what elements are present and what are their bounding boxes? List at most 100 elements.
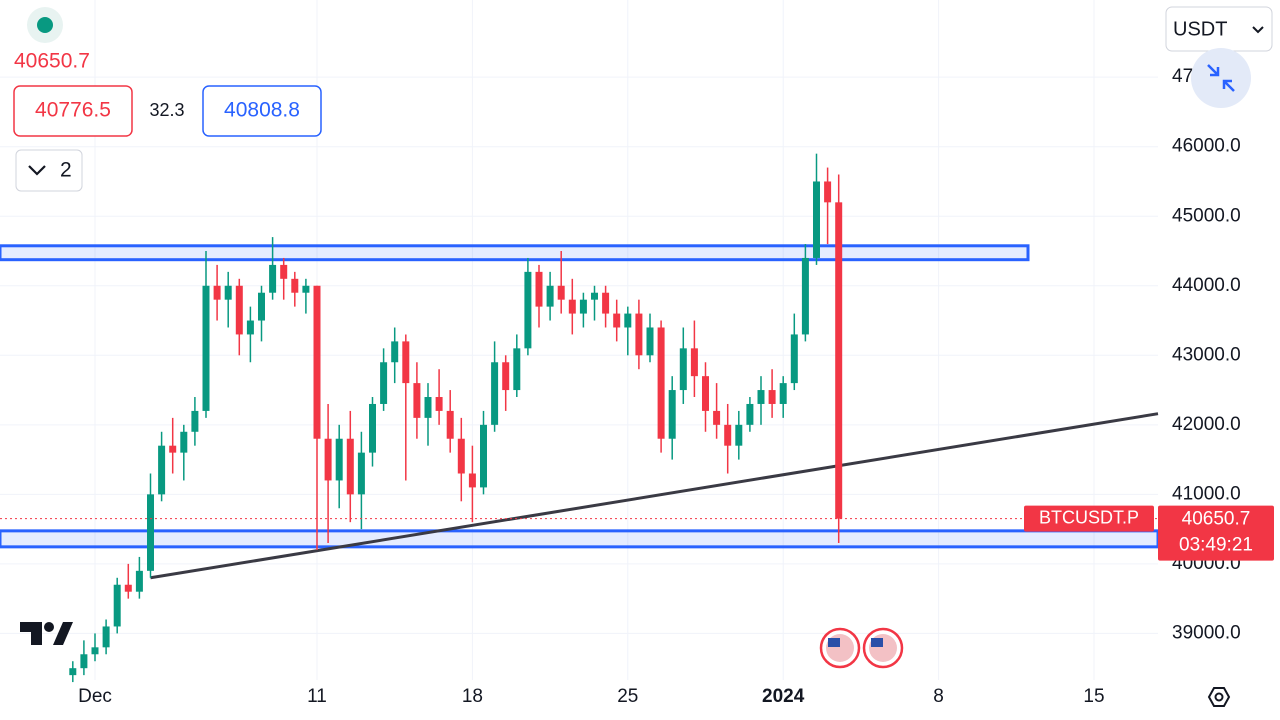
x-tick-label: 15 <box>1083 686 1104 707</box>
x-tick-label: 18 <box>462 686 483 707</box>
candle-body <box>324 438 332 481</box>
candle-body <box>180 431 188 453</box>
candle-body <box>457 438 465 474</box>
candle-body <box>302 285 310 293</box>
chevron <box>28 165 46 176</box>
candle-body <box>813 181 820 258</box>
price-tag-label: 40650.7 <box>1182 509 1251 530</box>
candle-body <box>424 397 432 418</box>
candle-body <box>380 362 388 404</box>
candle-body <box>557 285 565 300</box>
candle-body <box>80 654 88 669</box>
indicator-toggle[interactable] <box>15 149 83 192</box>
candle-body <box>147 494 154 571</box>
candle-body <box>646 327 654 356</box>
candle-body <box>546 285 554 307</box>
price-tag <box>1158 505 1274 561</box>
candle-body <box>635 313 643 356</box>
last-price: 40650.7 <box>14 50 90 73</box>
candle-body <box>801 257 809 335</box>
candle-body <box>568 299 576 314</box>
candle-body <box>690 348 698 377</box>
symbol-tag <box>1024 505 1154 532</box>
sell-box[interactable] <box>13 85 133 137</box>
y-tick-label: 42000.0 <box>1172 414 1241 435</box>
candle-body <box>346 438 354 495</box>
candle-body <box>102 626 110 648</box>
candle-body <box>369 403 376 453</box>
candle-body <box>790 334 798 384</box>
zone <box>0 244 1030 262</box>
y-tick-label: 39000.0 <box>1172 622 1241 643</box>
button-icon <box>1207 64 1235 92</box>
candle-body <box>402 341 410 384</box>
collapse-button[interactable] <box>1191 48 1251 108</box>
y-tick-label: 43000.0 <box>1172 344 1241 365</box>
countdown: 03:49:21 <box>1179 535 1253 556</box>
candle-body <box>291 278 299 293</box>
candle-body <box>158 445 166 495</box>
candle-body <box>135 570 143 592</box>
zone <box>0 529 1160 549</box>
y-tick-label: 46000.0 <box>1172 136 1241 157</box>
status-dot <box>37 17 53 33</box>
spread: 32.3 <box>149 100 184 120</box>
candle-body <box>746 403 754 425</box>
candle-body <box>624 313 632 328</box>
candle-body <box>468 473 476 488</box>
candle-body <box>679 348 687 391</box>
candle-body <box>735 424 743 446</box>
candle-body <box>491 362 499 425</box>
overlay: 40650.7 40776.5 32.3 40808.8 2 USDT Dec 1… <box>13 6 1274 707</box>
candle-body <box>280 264 288 279</box>
candle-body <box>446 410 454 439</box>
candle-body <box>524 271 532 349</box>
candle-body <box>779 383 787 404</box>
x-tick-label: 8 <box>933 686 944 707</box>
trendline <box>150 412 1159 580</box>
candle-body <box>513 348 521 391</box>
candle-body <box>313 285 321 439</box>
symbol-label: BTCUSDT.P <box>1039 507 1139 527</box>
candle-body <box>768 390 776 404</box>
candle-body <box>213 285 221 300</box>
candle-body <box>535 271 543 307</box>
indicator-count: 2 <box>60 159 72 182</box>
candle-body <box>124 584 132 592</box>
candle-body <box>169 445 177 453</box>
candle-body <box>413 383 421 418</box>
bid-price: 40776.5 <box>35 99 111 122</box>
candle-body <box>69 668 77 676</box>
settings-icon[interactable] <box>1207 687 1231 707</box>
candle-body <box>502 362 510 391</box>
candle-body <box>235 285 243 335</box>
buy-box[interactable] <box>202 85 322 137</box>
candle-body <box>269 264 277 293</box>
candle-body <box>668 390 676 439</box>
candle-body <box>435 397 443 411</box>
x-tick-label: Dec <box>78 686 112 707</box>
candle-body <box>191 410 199 432</box>
candle-body <box>724 424 732 446</box>
candle-body <box>202 285 210 411</box>
candle-body <box>113 584 121 627</box>
candle-body <box>591 292 598 300</box>
button-bg <box>1191 48 1251 108</box>
x-tick-label: 11 <box>307 686 327 707</box>
y-tick-label: 45000.0 <box>1172 205 1241 226</box>
logo <box>20 622 73 645</box>
candle-body <box>224 285 232 300</box>
plot-area <box>0 0 1160 683</box>
candle-body <box>246 320 254 335</box>
candle-body <box>757 390 765 404</box>
candle-body <box>579 299 587 314</box>
candle-body <box>835 202 843 519</box>
dropdown-arrow <box>1252 26 1264 34</box>
candle-body <box>613 313 621 328</box>
event-flags <box>819 627 904 669</box>
x-tick-label: 2024 <box>762 686 805 707</box>
candle-body <box>391 341 399 363</box>
candle-body <box>657 327 665 439</box>
candle-body <box>602 292 610 314</box>
candle-body <box>357 452 365 495</box>
